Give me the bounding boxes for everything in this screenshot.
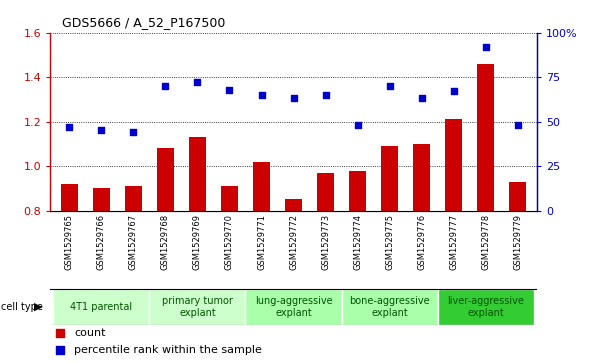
Text: liver-aggressive
explant: liver-aggressive explant [447,296,524,318]
Point [321,92,330,98]
Text: GSM1529776: GSM1529776 [417,214,426,270]
Bar [285,199,302,363]
Text: cell type: cell type [1,302,45,312]
Bar [413,144,431,363]
Text: bone-aggressive
explant: bone-aggressive explant [349,296,430,318]
Bar [245,289,342,325]
Text: GSM1529777: GSM1529777 [449,214,458,270]
Point [225,87,234,93]
Bar [53,289,149,325]
Text: GSM1529770: GSM1529770 [225,214,234,270]
Text: lung-aggressive
explant: lung-aggressive explant [255,296,332,318]
Point [449,89,458,94]
Bar [342,289,438,325]
Point [160,83,170,89]
Bar [509,182,526,363]
Point [193,79,202,85]
Bar [381,146,398,363]
Point [97,128,106,134]
Point [129,129,138,135]
Point [55,347,65,352]
Bar [317,173,335,363]
Text: percentile rank within the sample: percentile rank within the sample [74,344,263,355]
Bar [221,186,238,363]
Point [55,330,65,335]
Text: GSM1529766: GSM1529766 [97,214,106,270]
Bar [253,162,270,363]
Text: GSM1529767: GSM1529767 [129,214,138,270]
Bar [124,186,142,363]
Bar [93,188,110,363]
Point [257,92,266,98]
Text: primary tumor
explant: primary tumor explant [162,296,233,318]
Bar [149,289,245,325]
Text: GSM1529772: GSM1529772 [289,214,298,270]
Text: GSM1529768: GSM1529768 [161,214,170,270]
Point [417,95,427,101]
Bar [349,171,366,363]
Bar [477,64,494,363]
Text: GSM1529769: GSM1529769 [193,214,202,270]
Bar [445,119,463,363]
Text: count: count [74,327,106,338]
Bar [189,137,206,363]
Point [481,44,490,50]
Point [513,122,522,128]
Text: ▶: ▶ [34,302,42,312]
Point [289,95,298,101]
Text: GSM1529778: GSM1529778 [481,214,490,270]
Bar [156,148,174,363]
Bar [438,289,534,325]
Bar [61,184,78,363]
Text: GSM1529765: GSM1529765 [65,214,74,270]
Text: GSM1529773: GSM1529773 [321,214,330,270]
Point [353,122,362,128]
Text: GDS5666 / A_52_P167500: GDS5666 / A_52_P167500 [62,16,225,29]
Text: GSM1529771: GSM1529771 [257,214,266,270]
Point [385,83,394,89]
Point [65,124,74,130]
Text: GSM1529779: GSM1529779 [513,214,522,270]
Text: GSM1529775: GSM1529775 [385,214,394,270]
Text: 4T1 parental: 4T1 parental [70,302,132,312]
Text: GSM1529774: GSM1529774 [353,214,362,270]
